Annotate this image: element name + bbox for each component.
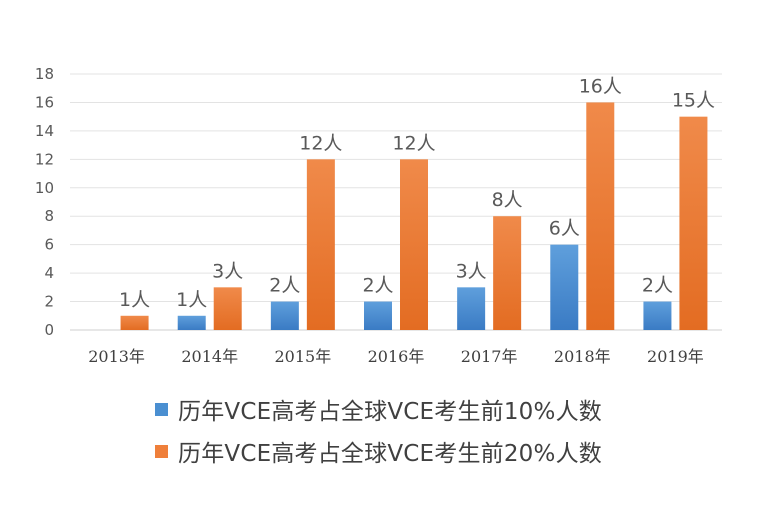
y-tick-label: 18 [35, 65, 54, 83]
data-label: 2人 [269, 275, 300, 297]
x-tick-label: 2014年 [181, 347, 238, 366]
bar-top20 [306, 159, 335, 330]
y-axis: 0 2 4 6 8 10 12 14 16 18 [35, 65, 54, 339]
bar-top20 [213, 287, 242, 330]
data-label: 12人 [392, 132, 435, 154]
bar-top20 [586, 102, 615, 330]
legend-swatch-orange [155, 444, 168, 458]
legend-label-top10: 历年VCE高考占全球VCE考生前10%人数 [178, 399, 602, 425]
data-label: 1人 [119, 289, 150, 311]
legend: 历年VCE高考占全球VCE考生前10%人数 历年VCE高考占全球VCE考生前20… [155, 388, 602, 472]
data-label: 1人 [176, 289, 207, 311]
bar-top10 [177, 315, 206, 330]
x-tick-label: 2019年 [647, 347, 704, 366]
x-tick-label: 2013年 [88, 347, 145, 366]
gridlines [70, 73, 722, 331]
legend-label-top20: 历年VCE高考占全球VCE考生前20%人数 [178, 441, 602, 467]
bars [120, 102, 708, 331]
bar-top10 [643, 301, 672, 330]
y-tick-label: 14 [35, 122, 54, 140]
x-tick-label: 2016年 [368, 347, 425, 366]
bar-top10 [457, 287, 486, 330]
bar-top10 [270, 301, 299, 330]
y-tick-label: 10 [35, 179, 54, 197]
legend-item-top10: 历年VCE高考占全球VCE考生前10%人数 [155, 388, 602, 430]
x-tick-label: 2015年 [274, 347, 331, 366]
bar-top20 [120, 315, 149, 330]
data-label: 3人 [212, 260, 243, 282]
data-label: 8人 [492, 189, 523, 211]
y-tick-label: 16 [35, 93, 54, 111]
legend-item-top20: 历年VCE高考占全球VCE考生前20%人数 [155, 430, 602, 472]
y-tick-label: 12 [35, 150, 54, 168]
bar-top10 [364, 301, 392, 330]
data-label: 6人 [549, 218, 580, 240]
y-tick-label: 0 [44, 321, 54, 339]
data-label: 2人 [362, 275, 393, 297]
y-tick-label: 2 [44, 293, 54, 311]
x-tick-label: 2017年 [461, 347, 518, 366]
y-tick-label: 4 [44, 264, 54, 282]
bar-top20 [400, 159, 428, 330]
x-axis: 2013年 2014年 2015年 2016年 2017年 2018年 2019年 [88, 347, 704, 366]
legend-swatch-blue [155, 402, 168, 416]
y-tick-label: 6 [44, 236, 54, 254]
bar-top20 [493, 216, 522, 330]
bar-top10 [550, 244, 579, 330]
data-label: 15人 [672, 90, 715, 112]
x-tick-label: 2018年 [554, 347, 611, 366]
data-label: 3人 [456, 260, 487, 282]
data-label: 12人 [299, 132, 342, 154]
y-tick-label: 8 [44, 207, 54, 225]
data-label: 2人 [642, 275, 673, 297]
data-label: 16人 [579, 75, 622, 97]
bar-top20 [679, 116, 708, 331]
